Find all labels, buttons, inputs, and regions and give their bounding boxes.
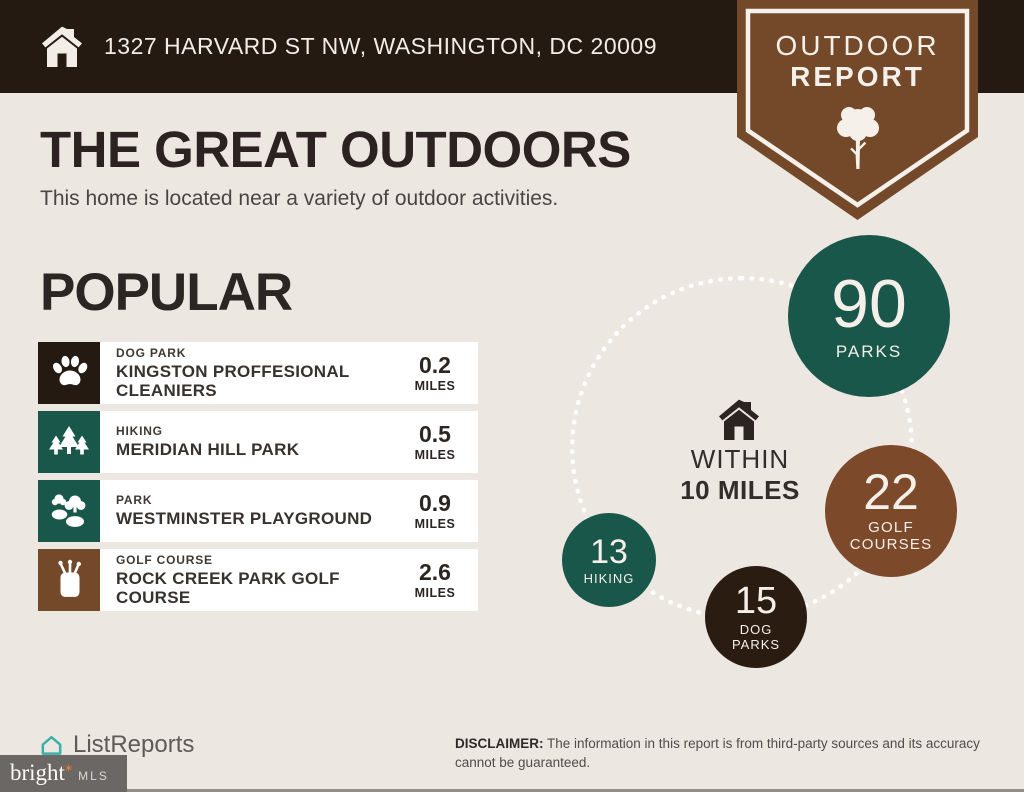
hiking-label: HIKING	[583, 570, 635, 586]
hiking-count: 13	[590, 532, 628, 571]
item-category: GOLF COURSE	[116, 552, 213, 567]
listreports-house-icon	[41, 735, 62, 755]
item-distance-unit: MILES	[414, 447, 456, 462]
dog-parks-count: 15	[734, 580, 778, 622]
page-subtitle: This home is located near a variety of o…	[40, 187, 559, 210]
item-category: HIKING	[116, 424, 163, 439]
bubble-parks: 90 PARKS	[788, 235, 950, 397]
bubble-dog-parks: 15 DOG PARKS	[705, 566, 807, 668]
item-name: KINGSTON PROFFESIONAL CLEANIERS	[116, 361, 350, 400]
outdoor-report-badge: OUTDOOR REPORT	[737, 0, 978, 220]
radius-within-text: WITHIN	[690, 444, 790, 474]
item-name: ROCK CREEK PARK GOLF COURSE	[116, 568, 340, 607]
item-distance: 2.6	[419, 558, 451, 585]
parks-label: PARKS	[835, 342, 903, 361]
radius-center-label: WITHIN 10 MILES	[654, 444, 826, 506]
item-distance-unit: MILES	[414, 585, 456, 600]
disclaimer-label: DISCLAIMER:	[455, 736, 544, 751]
list-item-hiking: HIKING MERIDIAN HILL PARK 0.5 MILES	[38, 411, 478, 473]
item-distance-unit: MILES	[414, 378, 456, 393]
listreports-wordmark: ListReports	[73, 731, 195, 758]
disclaimer-body: The information in this report is from t…	[455, 736, 980, 770]
badge-title-line2: REPORT	[790, 61, 925, 92]
item-category: DOG PARK	[116, 345, 187, 360]
park-icon	[38, 480, 100, 542]
trees-icon	[38, 411, 100, 473]
mls-wordmark: MLS	[78, 769, 109, 783]
disclaimer-text: DISCLAIMER: The information in this repo…	[455, 735, 985, 773]
home-icon	[42, 26, 82, 67]
listreports-logo: ListReports	[38, 731, 194, 759]
popular-heading: POPULAR	[40, 263, 293, 322]
item-distance: 0.5	[419, 420, 451, 447]
center-home-icon	[719, 399, 759, 440]
radius-miles-text: 10 MILES	[680, 475, 800, 505]
badge-title-line1: OUTDOOR	[775, 30, 940, 61]
list-item-park: PARK WESTMINSTER PLAYGROUND 0.9 MILES	[38, 480, 478, 542]
list-item-dog-park: DOG PARK KINGSTON PROFFESIONAL CLEANIERS…	[38, 342, 478, 404]
bright-wordmark: bright	[10, 760, 65, 785]
item-category: PARK	[116, 493, 153, 508]
item-name: MERIDIAN HILL PARK	[116, 440, 300, 460]
tree-icon	[836, 107, 879, 169]
golf-count: 22	[863, 463, 919, 520]
bottom-edge-strip	[0, 789, 1024, 792]
item-distance-unit: MILES	[414, 516, 456, 531]
list-item-golf-course: GOLF COURSE ROCK CREEK PARK GOLF COURSE …	[38, 549, 478, 611]
bright-mls-logo: bright ✶ MLS	[0, 755, 127, 792]
paw-icon	[38, 342, 100, 404]
page-title: THE GREAT OUTDOORS	[40, 121, 631, 178]
bubble-golf-courses: 22 GOLF COURSES	[825, 445, 957, 577]
item-distance: 0.2	[419, 351, 451, 378]
item-distance: 0.9	[419, 489, 451, 516]
bright-star-icon: ✶	[63, 763, 74, 775]
golf-label: GOLF COURSES	[849, 519, 933, 554]
dog-parks-label: DOG PARKS	[731, 622, 781, 652]
bubble-hiking: 13 HIKING	[562, 513, 656, 607]
item-name: WESTMINSTER PLAYGROUND	[116, 509, 373, 529]
popular-list: DOG PARK KINGSTON PROFFESIONAL CLEANIERS…	[38, 342, 478, 611]
golf-bag-icon	[38, 549, 100, 611]
property-address: 1327 HARVARD ST NW, WASHINGTON, DC 20009	[104, 33, 657, 59]
parks-count: 90	[831, 266, 907, 342]
